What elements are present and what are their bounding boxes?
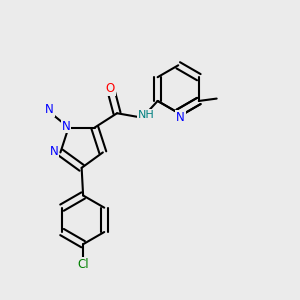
Text: N: N <box>176 110 185 124</box>
Text: N: N <box>62 119 70 133</box>
Text: O: O <box>106 82 115 95</box>
Text: NH: NH <box>138 110 154 120</box>
Text: Cl: Cl <box>77 258 89 271</box>
Text: N: N <box>45 103 54 116</box>
Text: N: N <box>50 145 58 158</box>
